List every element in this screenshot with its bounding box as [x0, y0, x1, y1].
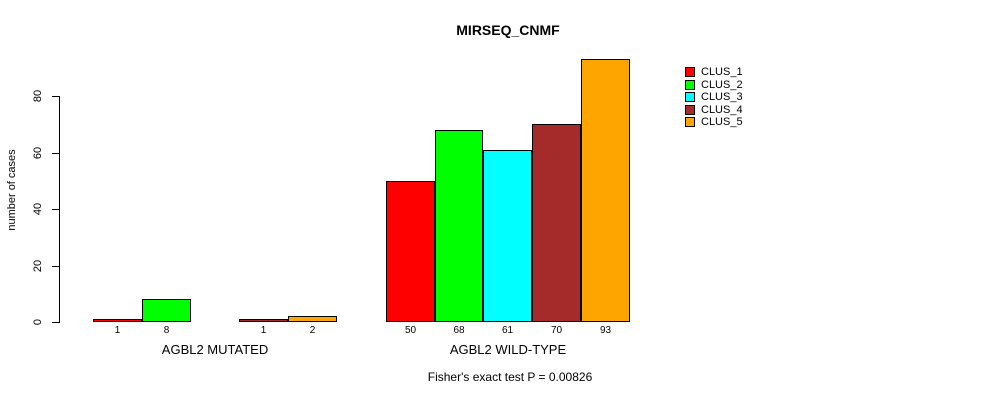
- chart-title: MIRSEQ_CNMF: [456, 22, 560, 38]
- bar: [142, 299, 191, 322]
- bar: [581, 59, 630, 322]
- legend-swatch: [685, 67, 695, 77]
- legend-label: CLUS_4: [701, 104, 743, 116]
- bar: [288, 316, 337, 322]
- bar-value-label: 68: [453, 325, 465, 336]
- y-tick-mark: [52, 96, 59, 97]
- y-tick-label: 20: [32, 259, 44, 273]
- y-tick-label: 60: [32, 146, 44, 160]
- y-tick-mark: [52, 153, 59, 154]
- legend-label: CLUS_2: [701, 79, 743, 91]
- y-tick-mark: [52, 266, 59, 267]
- bar: [93, 319, 142, 322]
- bar-value-label: 8: [163, 325, 170, 336]
- bar: [239, 319, 288, 322]
- y-axis-label: number of cases: [6, 149, 18, 231]
- x-group-label: AGBL2 WILD-TYPE: [449, 342, 567, 357]
- bar-value-label: 61: [501, 325, 514, 336]
- bar-value-label: 1: [114, 325, 121, 336]
- legend-label: CLUS_1: [701, 66, 743, 78]
- legend-label: CLUS_5: [701, 116, 743, 128]
- legend-swatch: [685, 80, 695, 90]
- x-group-label: AGBL2 MUTATED: [161, 342, 269, 357]
- bar-value-label: 93: [599, 325, 612, 336]
- bar-value-label: 50: [404, 325, 417, 336]
- y-tick-mark: [52, 209, 59, 210]
- y-tick-label: 80: [32, 89, 44, 103]
- y-axis-line: [59, 96, 60, 323]
- bar: [386, 181, 435, 322]
- legend-swatch: [685, 117, 695, 127]
- footnote-text: Fisher's exact test P = 0.00826: [427, 370, 593, 384]
- bar: [483, 150, 532, 322]
- legend-swatch: [685, 105, 695, 115]
- legend-label: CLUS_3: [701, 91, 743, 103]
- bar-value-label: 2: [309, 325, 316, 336]
- bar: [435, 130, 483, 322]
- bar-value-label: 1: [260, 325, 267, 336]
- legend-swatch: [685, 92, 695, 102]
- bar: [532, 124, 581, 322]
- y-tick-label: 0: [32, 318, 44, 326]
- y-tick-label: 40: [32, 202, 44, 216]
- y-tick-mark: [52, 322, 59, 323]
- bar-value-label: 70: [550, 325, 563, 336]
